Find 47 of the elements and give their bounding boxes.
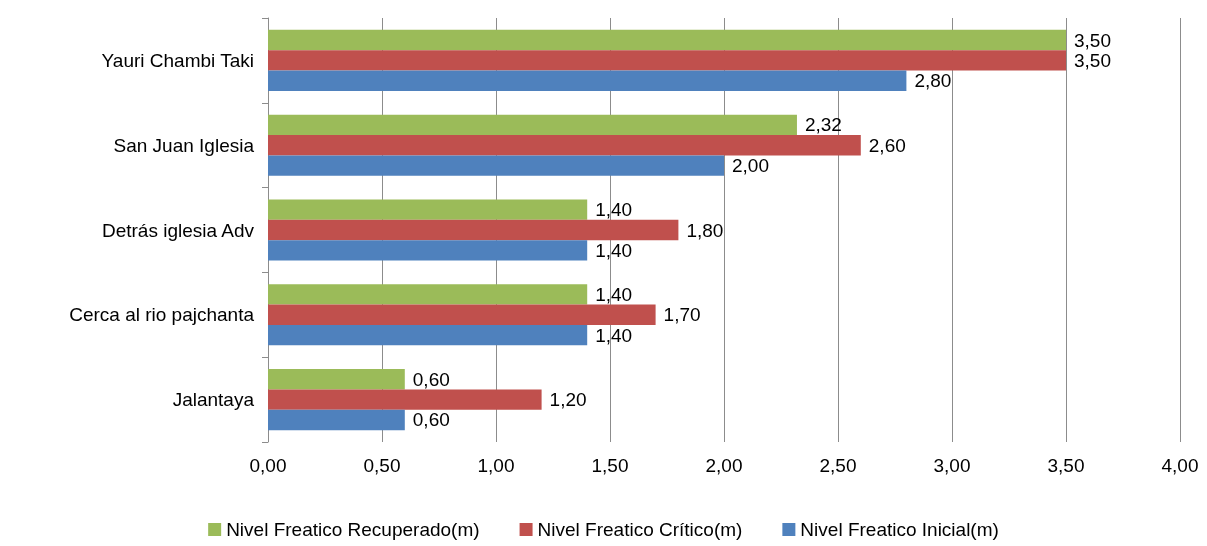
bar (268, 409, 405, 431)
bar (268, 389, 542, 410)
data-label: 2,60 (868, 134, 906, 156)
x-tick-label: 1,00 (477, 455, 515, 476)
y-tick-label: San Juan Iglesia (113, 134, 255, 156)
x-tick-label: 4,00 (1161, 455, 1199, 476)
legend-label: Nivel Freatico Inicial(m) (800, 519, 999, 540)
x-tick-label: 3,50 (1047, 455, 1085, 476)
bar (268, 324, 588, 346)
bar (268, 135, 861, 156)
data-label: 3,50 (1074, 29, 1111, 51)
bar (268, 369, 405, 390)
data-label: 2,32 (804, 114, 842, 136)
bar (268, 219, 679, 241)
data-label: 3,50 (1074, 49, 1111, 71)
data-label: 0,60 (412, 368, 450, 390)
bar (268, 199, 588, 220)
bar (268, 240, 588, 261)
bar (268, 50, 1066, 71)
bar (268, 304, 656, 325)
y-tick-label: Yauri Chambi Taki (101, 49, 254, 71)
x-tick-label: 2,50 (819, 455, 857, 476)
legend-label: Nivel Freatico Crítico(m) (537, 519, 743, 540)
x-tick-label: 2,00 (705, 455, 743, 476)
data-label: 2,80 (914, 70, 952, 92)
bar (268, 114, 797, 136)
y-tick-label: Detrás iglesia Adv (101, 219, 255, 241)
data-label: 1,70 (663, 304, 701, 326)
x-tick-label: 1,50 (591, 455, 629, 476)
data-label: 1,40 (595, 283, 633, 305)
data-label: 1,80 (686, 219, 724, 241)
x-tick-label: 3,00 (933, 455, 971, 476)
data-label: 2,00 (732, 155, 769, 177)
legend-label: Nivel Freatico Recuperado(m) (226, 519, 480, 540)
bar (268, 284, 588, 305)
data-label: 1,20 (549, 389, 587, 411)
data-label: 1,40 (595, 199, 633, 221)
data-label: 1,40 (595, 239, 633, 261)
bar (268, 155, 724, 176)
x-tick-label: 0,50 (363, 455, 401, 476)
x-tick-label: 0,00 (249, 455, 287, 476)
y-tick-label: Jalantaya (172, 389, 255, 411)
y-tick-label: Cerca al rio pajchanta (69, 304, 255, 326)
bar (268, 70, 907, 91)
bar (268, 29, 1066, 51)
data-label: 0,60 (412, 409, 450, 431)
data-label: 1,40 (595, 324, 633, 346)
